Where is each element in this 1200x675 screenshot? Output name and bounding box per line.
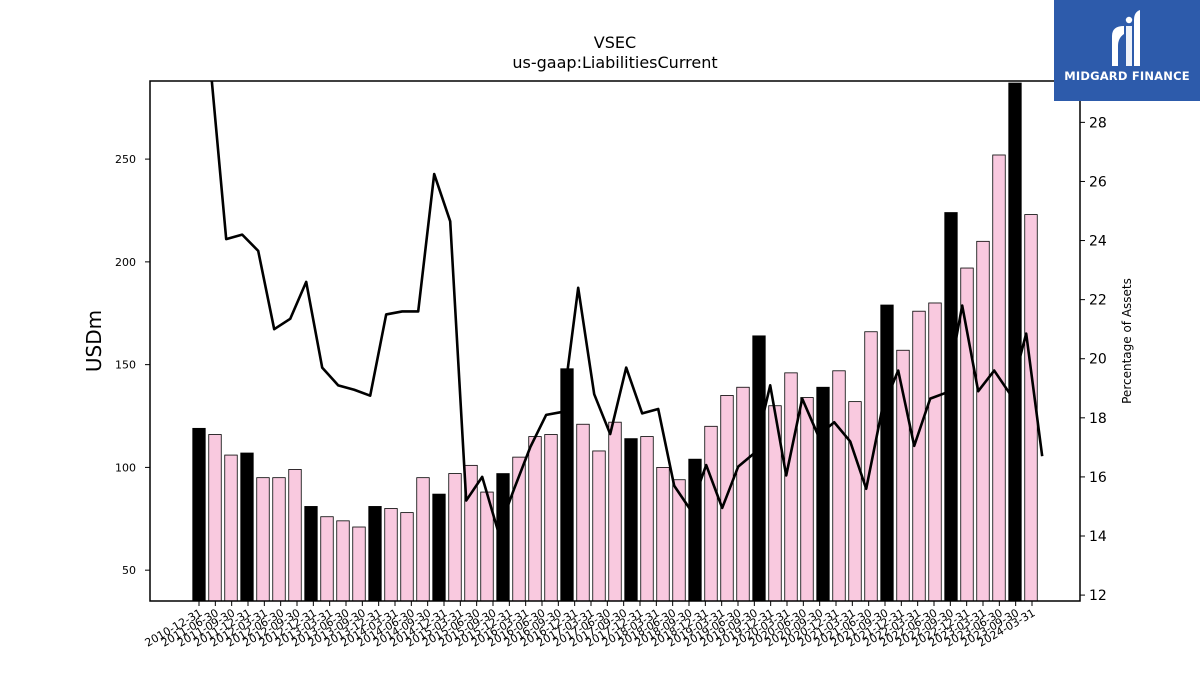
bar — [832, 370, 846, 602]
bar — [928, 302, 942, 602]
logo-mark-icon — [1112, 10, 1140, 66]
bar — [320, 516, 334, 602]
bar — [400, 512, 414, 602]
bar — [1008, 82, 1022, 602]
y-axis-right: 12 14 16 18 20 22 24 26 28 — [1080, 115, 1107, 604]
y-tick-label: 100 — [115, 461, 136, 474]
y2-tick-label: 14 — [1089, 529, 1107, 545]
bar — [352, 526, 366, 602]
bar — [736, 386, 750, 602]
y2-tick-label: 18 — [1089, 411, 1107, 427]
bar — [304, 506, 318, 602]
y2-axis-label: Percentage of Assets — [1120, 278, 1134, 404]
y-axis-left: 50 100 150 200 250 — [115, 153, 150, 577]
bar — [432, 493, 446, 602]
y2-tick-label: 26 — [1089, 174, 1107, 190]
bar-series — [192, 82, 1038, 602]
y2-tick-label: 20 — [1089, 352, 1107, 368]
bar — [816, 386, 830, 602]
line-path — [210, 81, 1044, 533]
bar — [960, 267, 974, 602]
y-tick-label: 250 — [115, 153, 136, 166]
bar — [880, 304, 894, 602]
bar — [336, 520, 350, 602]
y2-tick-label: 24 — [1089, 234, 1107, 250]
bar — [416, 477, 430, 602]
bar — [240, 452, 254, 602]
chart-subtitle: us-gaap:LiabilitiesCurrent — [512, 53, 717, 72]
bar — [624, 438, 638, 602]
bar — [192, 427, 206, 602]
brand-logo: MIDGARD FINANCE — [1054, 0, 1200, 101]
y2-tick-label: 16 — [1089, 470, 1107, 486]
bar — [544, 434, 558, 602]
plot-frame — [149, 80, 1081, 602]
bar — [800, 397, 814, 602]
bar — [640, 436, 654, 602]
bar — [912, 310, 926, 602]
y-tick-label: 200 — [115, 256, 136, 269]
bar — [528, 436, 542, 602]
bar — [784, 372, 798, 602]
y-axis-label: USDm — [82, 310, 106, 372]
bar — [224, 454, 238, 602]
bar — [976, 240, 990, 602]
bar — [944, 212, 958, 602]
bar — [288, 469, 302, 602]
chart-title: VSEC — [594, 33, 636, 52]
y-tick-label: 50 — [122, 564, 136, 577]
bar — [496, 473, 510, 602]
y2-tick-label: 22 — [1089, 293, 1107, 309]
bar — [272, 477, 286, 602]
bar — [752, 335, 766, 602]
y2-tick-label: 12 — [1089, 588, 1107, 604]
bar — [848, 401, 862, 602]
bar — [592, 450, 606, 602]
y2-tick-label: 28 — [1089, 115, 1107, 131]
bar — [384, 508, 398, 602]
y-tick-label: 150 — [115, 359, 136, 372]
x-axis: 2010-12-312011-06-302011-09-302011-12-31… — [143, 601, 1038, 650]
bar — [256, 477, 270, 602]
bar — [656, 466, 670, 602]
bar — [448, 473, 462, 602]
logo-text: MIDGARD FINANCE — [1064, 69, 1190, 83]
bar — [576, 423, 590, 602]
line-series — [210, 81, 1044, 533]
bar — [368, 506, 382, 602]
bar — [704, 425, 718, 602]
bar — [208, 434, 222, 602]
bar — [608, 421, 622, 602]
